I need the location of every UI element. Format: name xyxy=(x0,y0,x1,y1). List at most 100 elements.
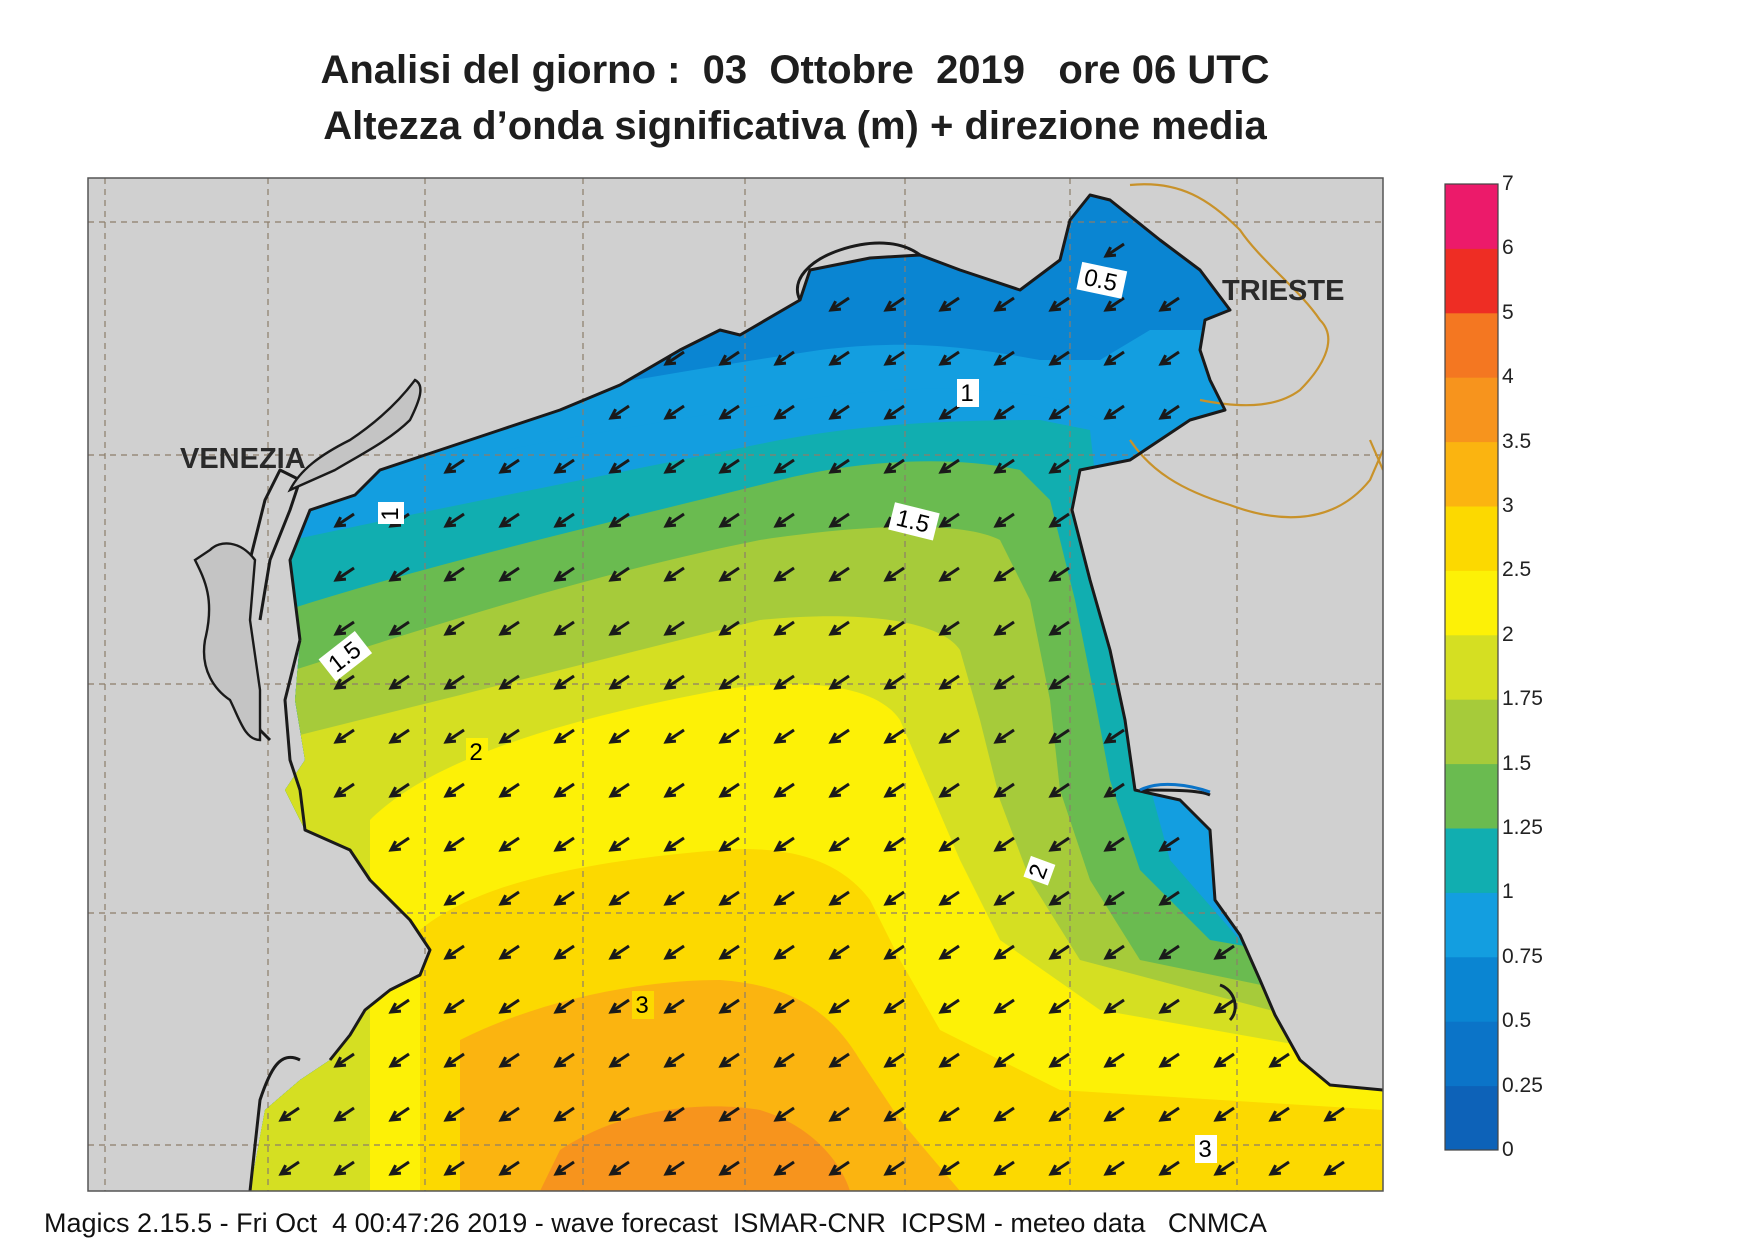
direction-arrow xyxy=(1158,1106,1180,1122)
direction-arrow xyxy=(993,890,1015,906)
direction-arrow xyxy=(608,458,630,474)
direction-arrow xyxy=(553,1106,575,1122)
colorbar-swatch xyxy=(1445,570,1498,636)
direction-arrow xyxy=(1048,296,1070,312)
direction-arrow xyxy=(663,998,685,1014)
direction-arrow xyxy=(993,1052,1015,1068)
direction-arrow xyxy=(1158,350,1180,366)
direction-arrow xyxy=(663,458,685,474)
direction-arrow xyxy=(828,1160,850,1176)
colorbar-level-label: 1.5 xyxy=(1502,751,1532,775)
colorbar-level-label: 0 xyxy=(1502,1138,1514,1161)
direction-arrow xyxy=(1158,944,1180,960)
direction-arrow xyxy=(663,890,685,906)
direction-arrow xyxy=(608,836,630,852)
direction-arrow xyxy=(1103,890,1125,906)
direction-arrow xyxy=(1048,1160,1070,1176)
colorbar-swatch xyxy=(1445,248,1498,314)
colorbar-level-label: 5 xyxy=(1502,300,1514,324)
direction-arrow xyxy=(388,782,410,798)
direction-arrow xyxy=(718,728,740,744)
direction-arrow xyxy=(388,674,410,690)
colorbar-swatch xyxy=(1445,956,1498,1022)
colorbar-level-label: 1.75 xyxy=(1502,687,1543,711)
direction-arrow xyxy=(828,566,850,582)
direction-arrow xyxy=(718,512,740,528)
direction-arrow xyxy=(498,620,520,636)
direction-arrow xyxy=(1048,512,1070,528)
direction-arrow xyxy=(1158,890,1180,906)
direction-arrow xyxy=(938,1052,960,1068)
direction-arrow xyxy=(388,1106,410,1122)
colorbar-frame xyxy=(1444,183,1499,1151)
direction-arrow xyxy=(773,620,795,636)
direction-arrow xyxy=(1103,836,1125,852)
direction-arrow xyxy=(773,458,795,474)
direction-arrow xyxy=(773,512,795,528)
direction-arrow xyxy=(608,404,630,420)
direction-arrow xyxy=(1103,1106,1125,1122)
direction-arrow xyxy=(553,566,575,582)
direction-arrow xyxy=(333,1160,355,1176)
colorbar-level-label: 0.75 xyxy=(1502,944,1543,968)
graticule xyxy=(88,178,1383,1191)
direction-arrow xyxy=(1103,1160,1125,1176)
direction-arrow xyxy=(553,998,575,1014)
direction-arrow xyxy=(993,1106,1015,1122)
direction-arrow xyxy=(663,512,685,528)
colorbar-level-label: 2 xyxy=(1502,622,1514,646)
direction-arrow xyxy=(828,350,850,366)
direction-arrow xyxy=(553,836,575,852)
footer-credits: Magics 2.15.5 - Fri Oct 4 00:47:26 2019 … xyxy=(44,1208,1267,1238)
direction-arrow xyxy=(1103,944,1125,960)
direction-arrow xyxy=(1158,296,1180,312)
direction-arrow xyxy=(663,620,685,636)
colorbar-swatch xyxy=(1445,699,1498,765)
direction-arrow xyxy=(388,620,410,636)
direction-arrow xyxy=(498,836,520,852)
direction-arrow xyxy=(443,566,465,582)
colorbar-level-label: 7 xyxy=(1502,172,1514,195)
direction-arrow xyxy=(773,350,795,366)
colorbar-swatch xyxy=(1445,312,1498,378)
direction-arrow xyxy=(663,1106,685,1122)
direction-arrow xyxy=(278,1106,300,1122)
direction-arrow xyxy=(553,1160,575,1176)
direction-arrow xyxy=(663,944,685,960)
direction-arrow xyxy=(663,836,685,852)
direction-arrow xyxy=(938,458,960,474)
colorbar-swatch xyxy=(1445,184,1498,249)
direction-arrow xyxy=(553,944,575,960)
direction-arrow xyxy=(608,566,630,582)
direction-arrow xyxy=(1048,944,1070,960)
colorbar-swatch xyxy=(1445,828,1498,893)
direction-arrow xyxy=(938,782,960,798)
direction-arrow xyxy=(388,728,410,744)
colorbar xyxy=(1444,183,1499,1151)
direction-arrow xyxy=(388,998,410,1014)
direction-arrow xyxy=(388,1160,410,1176)
direction-arrow xyxy=(608,1052,630,1068)
direction-arrow xyxy=(1103,296,1125,312)
direction-arrow xyxy=(663,782,685,798)
direction-arrow xyxy=(938,350,960,366)
direction-arrow xyxy=(883,296,905,312)
direction-arrow xyxy=(333,1106,355,1122)
sea-area xyxy=(250,195,1383,1191)
colorbar-swatch xyxy=(1445,763,1498,829)
direction-arrow xyxy=(1103,350,1125,366)
direction-arrow xyxy=(608,1160,630,1176)
direction-arrow xyxy=(553,728,575,744)
direction-arrow xyxy=(993,944,1015,960)
direction-arrow xyxy=(718,944,740,960)
direction-arrow xyxy=(883,1160,905,1176)
direction-arrow xyxy=(443,890,465,906)
direction-arrow xyxy=(828,404,850,420)
colorbar-swatch xyxy=(1445,634,1498,700)
direction-arrow xyxy=(498,1106,520,1122)
map-title: Analisi del giorno : 03 Ottobre 2019 ore… xyxy=(320,48,1270,92)
direction-arrow xyxy=(883,944,905,960)
direction-arrow xyxy=(608,620,630,636)
direction-arrow xyxy=(938,890,960,906)
direction-arrow xyxy=(993,998,1015,1014)
